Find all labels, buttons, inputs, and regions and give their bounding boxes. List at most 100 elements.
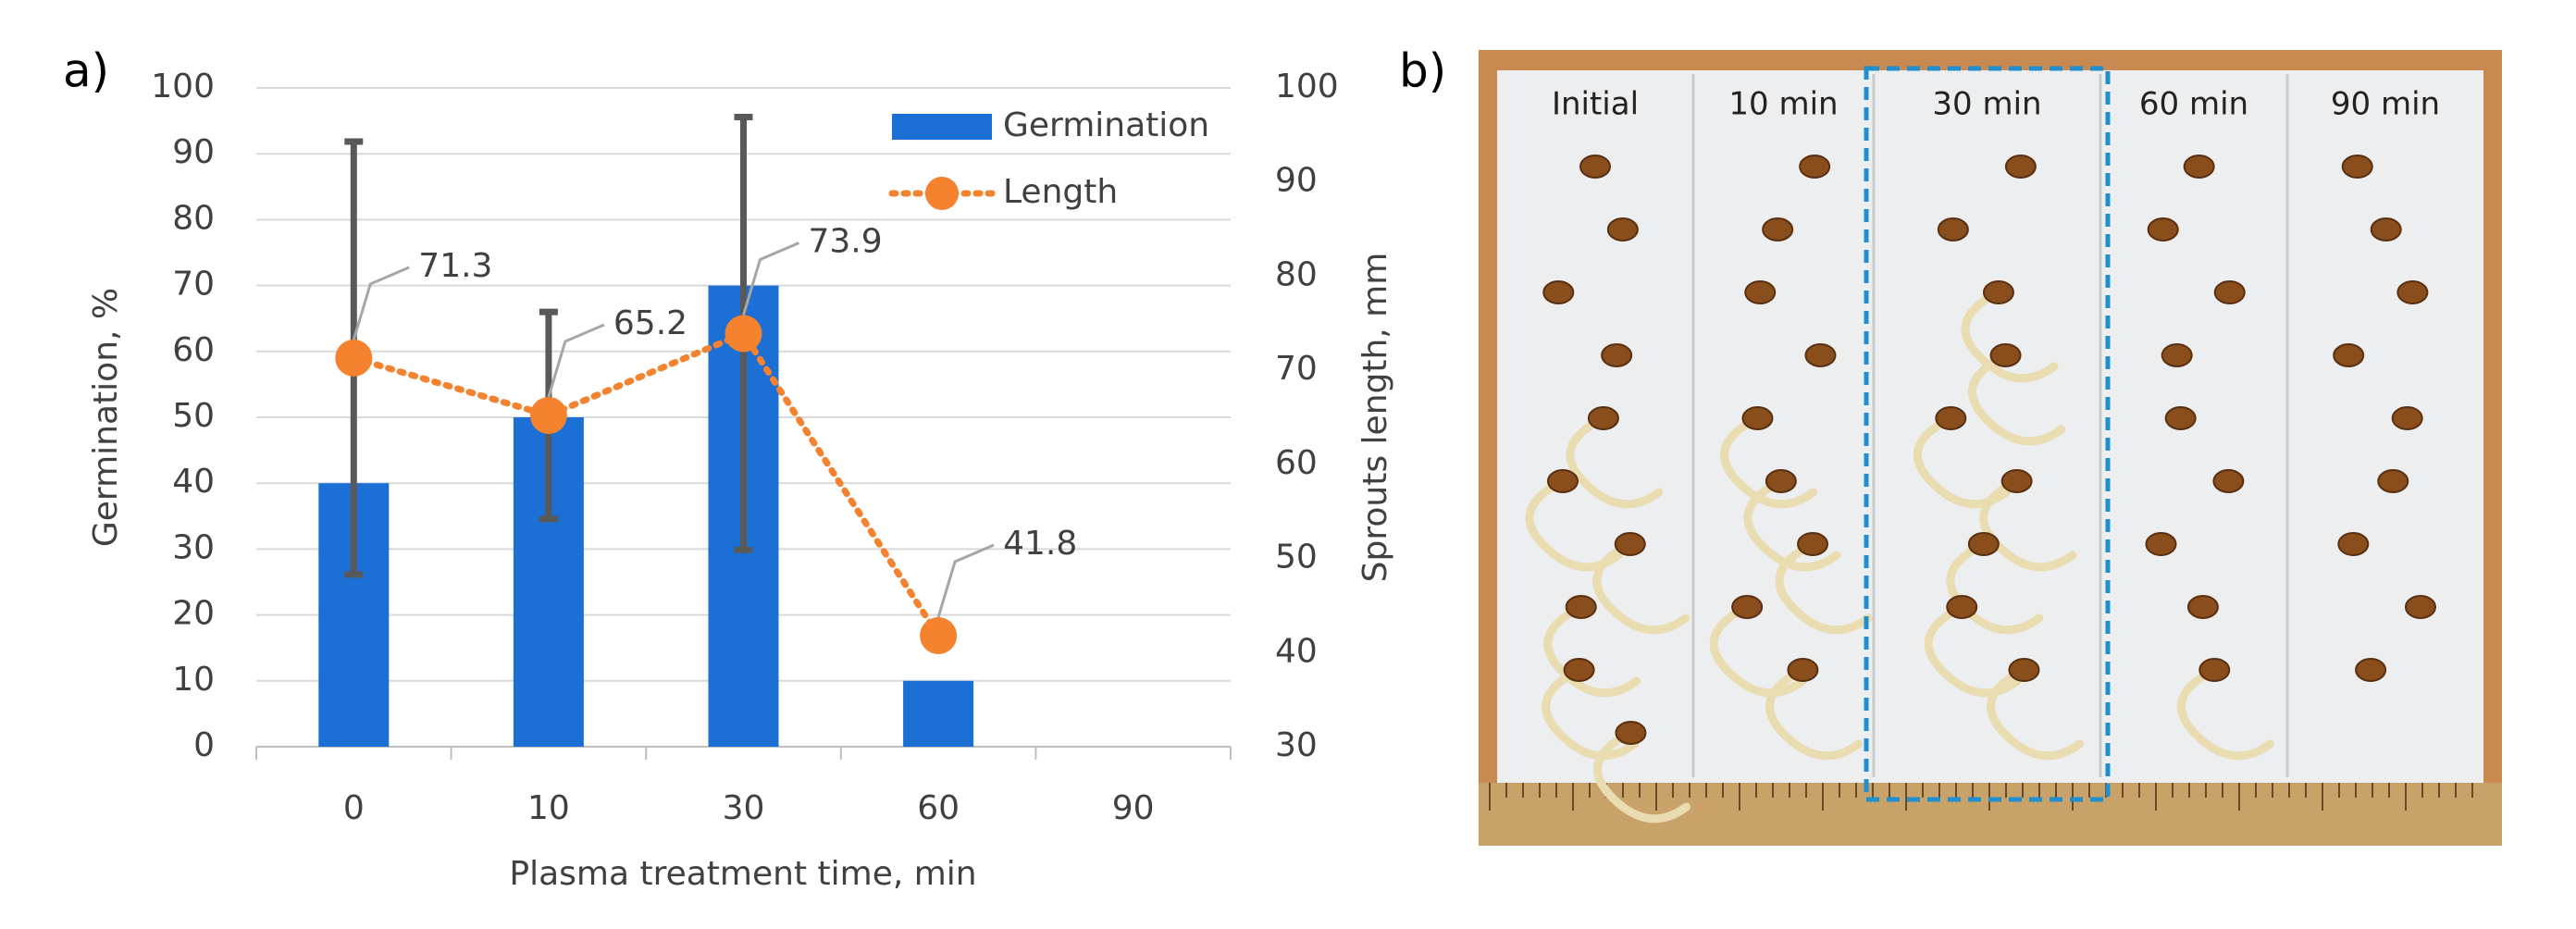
y-tick-label: 100 xyxy=(151,68,215,105)
seed xyxy=(2337,532,2370,556)
sprout xyxy=(1961,288,2059,383)
seed xyxy=(1989,343,2022,367)
y-tick-label: 80 xyxy=(172,199,215,237)
data-label: 71.3 xyxy=(418,247,492,285)
seed xyxy=(1614,532,1646,556)
seed xyxy=(2161,343,2193,367)
seed xyxy=(2333,343,2365,367)
y2-tick-label: 30 xyxy=(1275,726,1318,764)
y2-tick-label: 100 xyxy=(1275,68,1339,105)
marker xyxy=(529,396,567,434)
seed xyxy=(1946,595,1978,619)
seed xyxy=(2213,280,2246,304)
y2-tick-label: 90 xyxy=(1275,162,1318,200)
bar xyxy=(903,680,974,747)
data-label: 41.8 xyxy=(1003,525,1077,563)
leader-line xyxy=(352,266,410,341)
seed xyxy=(2008,658,2040,682)
seed xyxy=(1741,406,1774,430)
legend-label: Germination xyxy=(1003,106,1209,144)
sprout xyxy=(1525,477,1623,572)
column-label: Initial xyxy=(1552,86,1639,123)
leader-line xyxy=(547,323,605,398)
legend-label: Length xyxy=(1003,173,1118,211)
seed xyxy=(1765,469,1797,493)
seed xyxy=(1579,155,1611,179)
column-label: 10 min xyxy=(1728,86,1838,123)
column-label: 30 min xyxy=(1932,86,2041,123)
sprout xyxy=(1566,414,1664,509)
seed xyxy=(2391,406,2423,430)
data-label: 73.9 xyxy=(809,222,883,260)
sprout xyxy=(1543,602,1641,698)
seed xyxy=(1744,280,1777,304)
sprout xyxy=(2176,665,2274,761)
y-axis-title: Germination, % xyxy=(87,288,125,547)
seed xyxy=(1546,469,1579,493)
seed xyxy=(2004,155,2037,179)
legend-swatch xyxy=(925,177,959,210)
panel-label: b) xyxy=(1399,44,1446,98)
y-tick-label: 60 xyxy=(172,331,215,369)
seed xyxy=(2183,155,2215,179)
seed xyxy=(2370,217,2402,242)
column-label: 90 min xyxy=(2331,86,2440,123)
y2-tick-label: 70 xyxy=(1275,350,1318,388)
y-tick-label: 0 xyxy=(193,726,215,764)
seed xyxy=(1542,280,1575,304)
x-tick-label: 10 xyxy=(527,789,570,827)
seed xyxy=(2198,658,2231,682)
y-tick-label: 30 xyxy=(172,528,215,566)
seed xyxy=(1615,721,1647,745)
seed xyxy=(1762,217,1794,242)
seed xyxy=(1982,280,2014,304)
seed xyxy=(2404,595,2436,619)
x-tick-label: 90 xyxy=(1112,789,1155,827)
sprout xyxy=(1593,728,1690,824)
x-tick-label: 60 xyxy=(917,789,960,827)
seed xyxy=(1587,406,1619,430)
seed xyxy=(1601,343,1633,367)
seed xyxy=(1935,406,1967,430)
x-tick-label: 0 xyxy=(343,789,365,827)
y-tick-label: 70 xyxy=(172,266,215,303)
seed xyxy=(2145,532,2177,556)
y2-tick-label: 50 xyxy=(1275,539,1318,576)
seed xyxy=(2147,217,2179,242)
photo: Initial 10 min 30 min 60 min 90 min xyxy=(1479,50,2502,846)
seed xyxy=(1606,217,1639,242)
seed xyxy=(2341,155,2373,179)
seed xyxy=(1804,343,1837,367)
sprout xyxy=(1775,539,1873,635)
seed xyxy=(2186,595,2219,619)
sprout xyxy=(1913,414,2011,509)
seed xyxy=(1797,532,1829,556)
leader-line xyxy=(936,543,995,618)
seed xyxy=(2164,406,2197,430)
y-tick-label: 10 xyxy=(172,661,215,699)
highlight-box xyxy=(1864,66,2111,802)
sprout xyxy=(1542,665,1640,761)
seed xyxy=(1565,595,1597,619)
y-tick-label: 40 xyxy=(172,463,215,501)
seed xyxy=(1937,217,1969,242)
y-tick-label: 90 xyxy=(172,133,215,171)
marker xyxy=(724,315,762,353)
y2-axis-title: Sprouts length, mm xyxy=(1356,253,1394,583)
column-label: 60 min xyxy=(2139,86,2248,123)
seed xyxy=(2377,469,2409,493)
line xyxy=(350,329,942,639)
seed xyxy=(1563,658,1595,682)
sprout xyxy=(1968,351,2066,446)
sprout xyxy=(1765,665,1863,761)
y2-tick-label: 60 xyxy=(1275,444,1318,482)
y2-tick-label: 80 xyxy=(1275,255,1318,293)
seed xyxy=(1787,658,1819,682)
leader-line xyxy=(742,242,800,316)
y-tick-label: 20 xyxy=(172,595,215,633)
y2-tick-label: 40 xyxy=(1275,632,1318,670)
sprout xyxy=(1720,414,1818,509)
sprout xyxy=(1987,665,2084,761)
seed xyxy=(2355,658,2387,682)
